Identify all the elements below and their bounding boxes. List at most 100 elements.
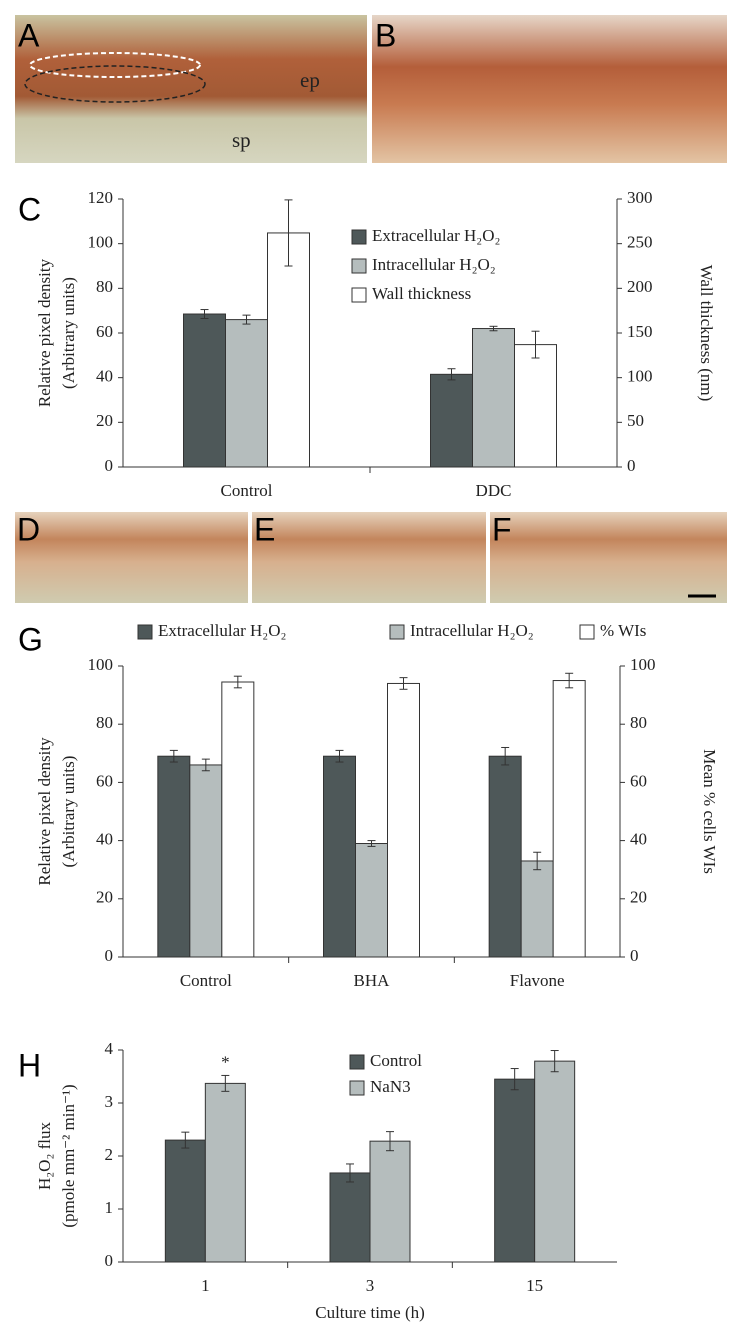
bar <box>534 1060 576 1263</box>
y-tick-label: 20 <box>96 888 113 907</box>
panel-label: E <box>254 511 275 547</box>
y2-tick-label: 60 <box>630 771 647 790</box>
y-tick-label: 120 <box>88 188 114 207</box>
legend-swatch <box>351 258 367 274</box>
y-tick-label: 0 <box>105 1251 114 1270</box>
legend-swatch <box>137 624 153 640</box>
outline <box>24 65 206 103</box>
bar <box>387 682 420 958</box>
outline <box>29 52 201 78</box>
legend-swatch <box>349 1080 365 1096</box>
legend-label: NaN3 <box>370 1077 411 1096</box>
panel-label: A <box>18 17 40 53</box>
y-axis-title: (pmole mm⁻² min⁻¹) <box>59 1084 78 1227</box>
legend-swatch <box>579 624 595 640</box>
annotation: sp <box>232 128 251 152</box>
bar <box>204 1082 246 1263</box>
legend-swatch <box>351 229 367 245</box>
y-tick-label: 60 <box>96 322 113 341</box>
legend-label: Wall thickness <box>372 284 471 303</box>
bar <box>494 1078 536 1263</box>
y-tick-label: 4 <box>105 1039 114 1058</box>
y-axis-title: Relative pixel density <box>35 737 54 886</box>
y2-tick-label: 300 <box>627 188 653 207</box>
x-tick-label: Control <box>180 971 232 990</box>
bar <box>164 1139 206 1263</box>
y2-axis-title: Wall thickness (nm) <box>697 265 716 402</box>
y2-tick-label: 250 <box>627 233 653 252</box>
bar <box>552 680 586 958</box>
panel-label: H <box>18 1047 41 1083</box>
annotation: ep <box>300 68 320 92</box>
legend-label: Intracellular H₂O₂ <box>372 255 496 274</box>
y-tick-label: 80 <box>96 277 113 296</box>
y-axis-title: (Arbitrary units) <box>59 277 78 389</box>
y2-tick-label: 0 <box>630 946 639 965</box>
micrograph <box>15 512 248 603</box>
panel-label: G <box>18 621 43 657</box>
y-tick-label: 3 <box>105 1092 114 1111</box>
y-tick-label: 40 <box>96 367 113 386</box>
y-tick-label: 0 <box>105 946 114 965</box>
bar <box>355 843 388 958</box>
bar <box>267 232 310 468</box>
y2-tick-label: 50 <box>627 411 644 430</box>
y-tick-label: 80 <box>96 713 113 732</box>
panel-label: F <box>492 511 512 547</box>
bar <box>221 681 255 958</box>
y-tick-label: 0 <box>105 456 114 475</box>
y2-tick-label: 100 <box>627 367 653 386</box>
x-tick-label: DDC <box>476 481 512 500</box>
bar <box>225 319 268 468</box>
legend-label: Extracellular H₂O₂ <box>372 226 500 245</box>
x-tick-label: BHA <box>354 971 391 990</box>
legend-swatch <box>389 624 405 640</box>
bar <box>329 1172 371 1263</box>
panel-label: D <box>17 511 40 547</box>
bar <box>514 344 557 468</box>
bar <box>323 755 356 958</box>
bar <box>157 755 191 958</box>
bar <box>488 755 522 958</box>
bar <box>189 764 223 958</box>
x-tick-label: Control <box>221 481 273 500</box>
annotation: * <box>221 1052 230 1071</box>
x-tick-label: Flavone <box>510 971 565 990</box>
y-tick-label: 2 <box>105 1145 114 1164</box>
legend-swatch <box>351 287 367 303</box>
legend-label: % WIs <box>600 621 646 640</box>
bar <box>369 1140 411 1263</box>
y2-axis-title: Mean % cells WIs <box>700 749 719 874</box>
micrograph <box>372 15 727 163</box>
y-tick-label: 100 <box>88 233 114 252</box>
micrograph <box>490 512 727 603</box>
y-tick-label: 20 <box>96 411 113 430</box>
y-tick-label: 40 <box>96 830 113 849</box>
y2-tick-label: 200 <box>627 277 653 296</box>
panel-label: B <box>375 17 396 53</box>
y2-tick-label: 80 <box>630 713 647 732</box>
bar <box>430 373 473 468</box>
y-axis-title: Relative pixel density <box>35 258 54 407</box>
y-tick-label: 1 <box>105 1198 114 1217</box>
y-tick-label: 60 <box>96 771 113 790</box>
bar <box>472 328 515 468</box>
x-tick-label: 3 <box>366 1276 375 1295</box>
x-tick-label: 1 <box>201 1276 210 1295</box>
legend-label: Intracellular H₂O₂ <box>410 621 534 640</box>
y2-tick-label: 150 <box>627 322 653 341</box>
y2-tick-label: 0 <box>627 456 636 475</box>
y-tick-label: 100 <box>88 655 114 674</box>
y2-tick-label: 20 <box>630 888 647 907</box>
bar <box>520 860 554 958</box>
y-axis-title: (Arbitrary units) <box>59 756 78 868</box>
x-axis-title: Culture time (h) <box>315 1303 425 1322</box>
y-axis-title: H₂O₂ flux <box>35 1121 54 1190</box>
legend-label: Extracellular H₂O₂ <box>158 621 286 640</box>
y2-tick-label: 100 <box>630 655 656 674</box>
y2-tick-label: 40 <box>630 830 647 849</box>
micrograph <box>15 15 367 163</box>
panel-label: C <box>18 191 41 227</box>
legend-label: Control <box>370 1051 422 1070</box>
